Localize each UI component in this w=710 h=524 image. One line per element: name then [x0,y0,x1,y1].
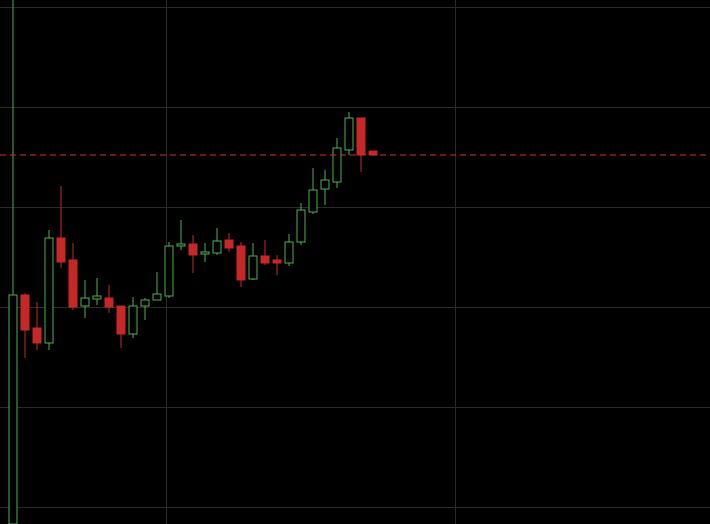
candle-body [164,245,174,297]
candle-body [284,241,294,264]
candle-body [236,245,246,281]
candle-body [68,259,78,308]
candle-body [104,297,114,308]
candle-body [200,251,210,255]
candle-body [32,327,42,344]
candle-body [44,237,54,344]
candle-body [140,299,150,307]
candle-body [116,305,126,335]
candle-body [188,243,198,256]
candle-body [56,237,66,263]
candle-body [320,179,330,190]
candle-body [8,294,18,524]
candle-body [260,255,270,264]
candle-body [128,305,138,335]
candle-body [356,117,366,156]
candle-body [92,295,102,300]
candle-body [80,297,90,307]
candle-body [176,243,186,247]
candle-body [368,150,378,156]
candle-body [212,240,222,254]
candle-body [344,117,354,151]
candle-body [20,294,30,331]
candle-body [308,189,318,213]
candle-body [332,147,342,183]
candle-body [152,293,162,301]
candle-body [248,255,258,280]
candle-body [296,209,306,243]
candle-body [272,259,282,264]
candle-body [224,239,234,249]
